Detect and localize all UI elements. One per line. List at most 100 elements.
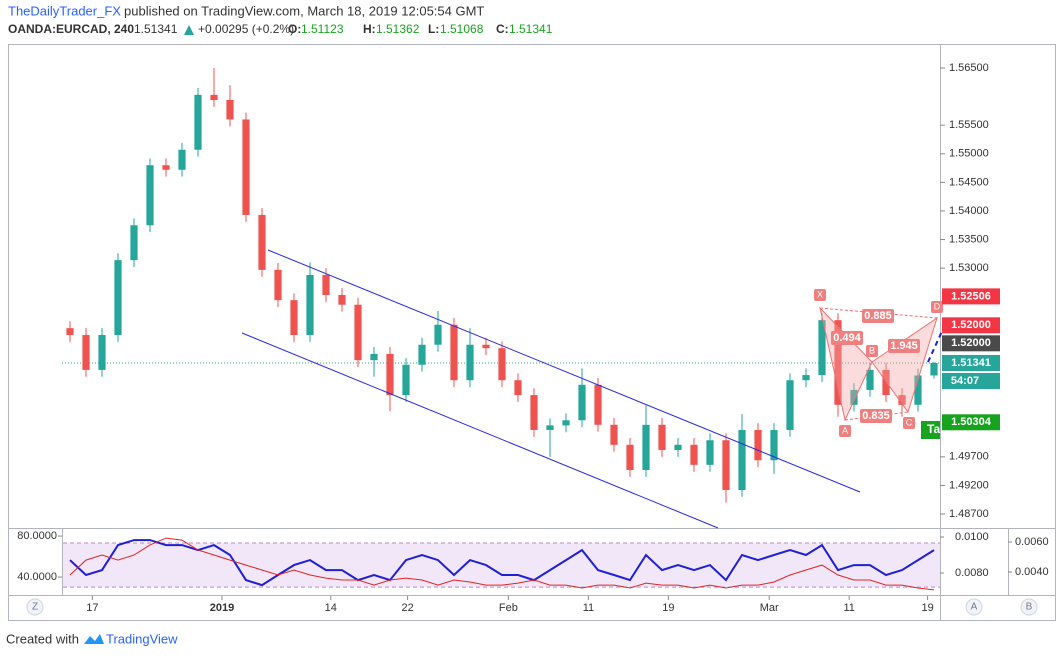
pattern-point-box bbox=[866, 345, 878, 357]
candle-body bbox=[274, 269, 282, 301]
countdown-box bbox=[942, 372, 1000, 389]
candle-body bbox=[402, 364, 410, 396]
candle-body bbox=[562, 420, 570, 426]
candle-body bbox=[818, 320, 826, 376]
candle-body bbox=[434, 324, 442, 345]
x-tick-label: 22 bbox=[401, 602, 413, 614]
axis-button[interactable] bbox=[1020, 598, 1038, 616]
candle-body bbox=[210, 94, 218, 101]
frame bbox=[8, 44, 1056, 621]
x-tick-label: 2019 bbox=[210, 602, 234, 614]
pattern-point: C bbox=[906, 417, 913, 427]
candle-body bbox=[226, 100, 234, 120]
pattern-point: X bbox=[817, 289, 823, 299]
indicator-line bbox=[69, 539, 935, 587]
pattern-point-box bbox=[814, 289, 826, 301]
pattern-point-box bbox=[903, 417, 915, 429]
tag-label: Ta bbox=[927, 422, 940, 436]
candle-body bbox=[834, 320, 842, 405]
tv-logo bbox=[84, 634, 104, 644]
pattern-point-box bbox=[931, 301, 943, 313]
candle-body bbox=[322, 274, 330, 296]
candle-body bbox=[66, 328, 74, 336]
candle-body bbox=[882, 369, 890, 396]
ratio-label: 0.885 bbox=[864, 310, 892, 322]
candle-body bbox=[498, 348, 506, 381]
candle-body bbox=[418, 344, 426, 365]
axis-button[interactable] bbox=[26, 598, 44, 616]
candle-body bbox=[482, 344, 490, 349]
price-label: 1.51341 bbox=[951, 357, 991, 369]
c-value: 1.51341 bbox=[509, 22, 553, 36]
x-tick-label: Mar bbox=[760, 602, 779, 614]
l-label: L: bbox=[428, 22, 439, 36]
candle-body bbox=[338, 295, 346, 305]
candle-body bbox=[802, 375, 810, 381]
candle-body bbox=[594, 384, 602, 425]
price-label: 1.52506 bbox=[951, 290, 991, 302]
candle-body bbox=[194, 94, 202, 150]
candle-body bbox=[82, 335, 90, 370]
candle-body bbox=[866, 369, 874, 390]
y-tick-label: 1.49200 bbox=[949, 479, 989, 491]
axis-button[interactable] bbox=[965, 598, 983, 616]
o-label: O: bbox=[288, 22, 301, 36]
y-tick-label: 1.48700 bbox=[949, 508, 989, 520]
price-label-box bbox=[942, 288, 1000, 305]
l-value: 1.51068 bbox=[440, 22, 484, 36]
candle-body bbox=[722, 440, 730, 491]
ratio-label: 0.494 bbox=[833, 332, 861, 344]
pattern-xd bbox=[819, 307, 938, 319]
y3-tick-label: 0.0060 bbox=[1015, 536, 1049, 548]
candle-body bbox=[242, 119, 250, 215]
y-tick-label: 1.49700 bbox=[949, 451, 989, 463]
x-tick-label: 11 bbox=[583, 602, 594, 614]
ratio-box bbox=[860, 409, 892, 423]
channel-upper bbox=[267, 249, 861, 493]
candle-body bbox=[466, 344, 474, 381]
candle-body bbox=[114, 260, 122, 336]
axis-button-label[interactable]: B bbox=[1026, 602, 1033, 613]
x-tick-label: 14 bbox=[325, 602, 337, 614]
candle-body bbox=[258, 214, 266, 270]
candle-body bbox=[354, 304, 362, 361]
last-price: 1.51341 bbox=[134, 22, 178, 36]
indicator-line bbox=[69, 537, 935, 591]
tag-box bbox=[921, 421, 940, 439]
candle-body bbox=[306, 274, 314, 336]
h-label: H: bbox=[363, 22, 376, 36]
y-tick-label: 1.55000 bbox=[949, 148, 989, 160]
y3-tick-label: 0.0040 bbox=[1015, 566, 1049, 578]
c-label: C: bbox=[496, 22, 509, 36]
y-tick-label: 1.56500 bbox=[949, 62, 989, 74]
candle-body bbox=[626, 444, 634, 470]
up-arrow bbox=[184, 25, 194, 35]
candle-body bbox=[578, 384, 586, 421]
author: TheDailyTrader_FX bbox=[8, 3, 121, 18]
plot bbox=[62, 67, 940, 591]
candle-body bbox=[98, 335, 106, 370]
symbol: OANDA:EURCAD, 240 bbox=[8, 22, 134, 36]
x-tick-label: 11 bbox=[843, 602, 854, 614]
x-tick-label: 19 bbox=[921, 602, 933, 614]
candle-body bbox=[930, 362, 938, 376]
y-tick-label: 1.53500 bbox=[949, 233, 989, 245]
candle-body bbox=[450, 324, 458, 381]
candle-body bbox=[674, 444, 682, 450]
candle-body bbox=[690, 444, 698, 465]
y-tick-label: 1.55500 bbox=[949, 119, 989, 131]
axis-button-label[interactable]: Z bbox=[32, 602, 38, 613]
y-tick-label: 1.53000 bbox=[949, 262, 989, 274]
pattern-point-box bbox=[839, 425, 851, 437]
candle-body bbox=[850, 389, 858, 405]
candle-body bbox=[530, 395, 538, 430]
y-tick-label: 1.54000 bbox=[949, 205, 989, 217]
candle-body bbox=[130, 225, 138, 261]
y2-tick-label: 0.0080 bbox=[955, 567, 989, 579]
change: +0.00295 (+0.2%) bbox=[198, 22, 294, 36]
axis-button-label[interactable]: A bbox=[971, 602, 978, 613]
candle-body bbox=[514, 380, 522, 396]
countdown: 54:07 bbox=[951, 375, 979, 387]
candle-body bbox=[786, 380, 794, 430]
